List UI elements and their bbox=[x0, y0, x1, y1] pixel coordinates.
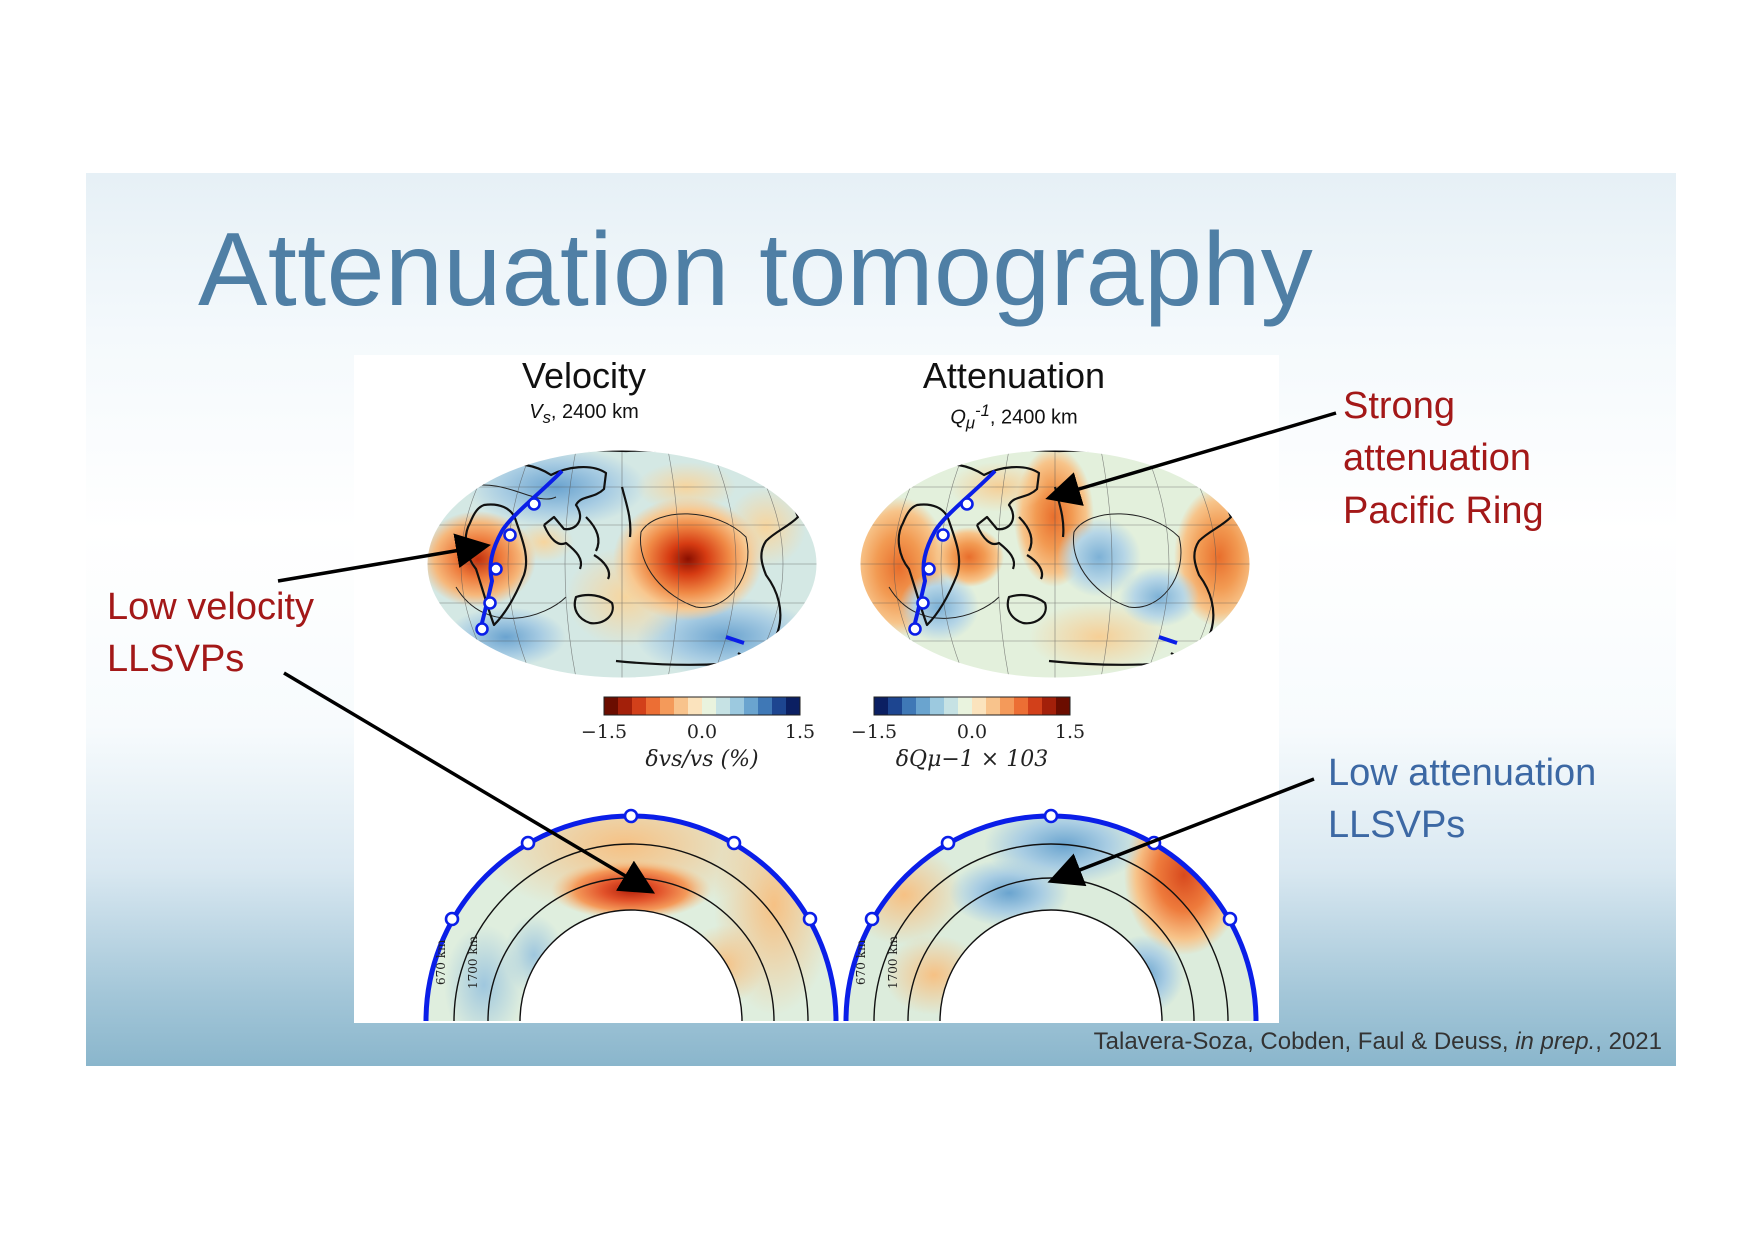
velocity-depth: , 2400 km bbox=[550, 401, 639, 423]
figure-panel: Velocity Vs, 2400 km Attenuation Qμ-1, 2… bbox=[354, 355, 1279, 1023]
velocity-map bbox=[426, 449, 818, 679]
velocity-symbol: V bbox=[529, 401, 543, 423]
velocity-tick-mid: 0.0 bbox=[686, 721, 718, 743]
callout-low-velocity-line-1: Low velocity bbox=[107, 586, 314, 628]
citation-authors: Talavera-Soza, Cobden, Faul & Deuss, bbox=[1093, 1028, 1516, 1055]
callout-strong-attenuation-line-1: Strong bbox=[1343, 385, 1455, 427]
velocity-tick-max: 1.5 bbox=[784, 721, 816, 743]
velocity-subtitle: Vs, 2400 km bbox=[434, 401, 734, 428]
callout-low-attenuation-line-1: Low attenuation bbox=[1328, 752, 1597, 794]
callout-strong-attenuation: Strong attenuation Pacific Ring bbox=[1343, 380, 1544, 537]
attenuation-symbol: Q bbox=[950, 406, 966, 429]
velocity-subscript: s bbox=[542, 408, 551, 427]
slide: Attenuation tomography Velocity Vs, 2400… bbox=[86, 173, 1676, 1066]
callout-low-attenuation: Low attenuation LLSVPs bbox=[1328, 747, 1596, 852]
velocity-tick-min: −1.5 bbox=[580, 721, 628, 743]
arrow-low-velocity-map bbox=[277, 533, 491, 583]
attenuation-tick-min: −1.5 bbox=[850, 721, 898, 743]
arrow-low-velocity-section bbox=[283, 671, 656, 894]
attenuation-superscript: -1 bbox=[975, 401, 990, 420]
attenuation-title: Attenuation bbox=[922, 355, 1106, 396]
callout-strong-attenuation-line-3: Pacific Ring bbox=[1343, 489, 1544, 532]
attenuation-subtitle: Qμ-1, 2400 km bbox=[864, 401, 1164, 434]
attenuation-colorbar-label: δQμ−1 × 103 bbox=[895, 747, 1049, 772]
velocity-cross-section bbox=[423, 808, 839, 1022]
attenuation-tick-max: 1.5 bbox=[1054, 721, 1086, 743]
callout-low-attenuation-line-2: LLSVPs bbox=[1328, 804, 1466, 847]
citation-year: , 2021 bbox=[1595, 1028, 1662, 1055]
attenuation-subscript: μ bbox=[965, 413, 976, 433]
attenuation-tick-mid: 0.0 bbox=[956, 721, 988, 743]
citation: Talavera-Soza, Cobden, Faul & Deuss, in … bbox=[1094, 1028, 1662, 1056]
annotation-arrows bbox=[277, 411, 1337, 894]
callout-low-velocity: Low velocity LLSVPs bbox=[107, 581, 314, 686]
velocity-colorbar-label: δvs/vs (%) bbox=[645, 747, 759, 772]
attenuation-cross-section bbox=[843, 808, 1259, 1022]
slide-title: Attenuation tomography bbox=[198, 212, 1314, 328]
citation-status: in prep. bbox=[1515, 1028, 1596, 1055]
callout-strong-attenuation-line-2: attenuation bbox=[1343, 437, 1532, 480]
arrow-low-attenuation bbox=[1047, 777, 1315, 887]
callout-low-velocity-line-2: LLSVPs bbox=[107, 638, 245, 681]
velocity-title: Velocity bbox=[521, 355, 647, 396]
attenuation-depth: , 2400 km bbox=[989, 406, 1078, 429]
attenuation-map bbox=[859, 449, 1251, 679]
attenuation-colorbar bbox=[873, 696, 1071, 716]
velocity-colorbar bbox=[603, 696, 801, 716]
arrow-strong-attenuation bbox=[1045, 411, 1337, 506]
